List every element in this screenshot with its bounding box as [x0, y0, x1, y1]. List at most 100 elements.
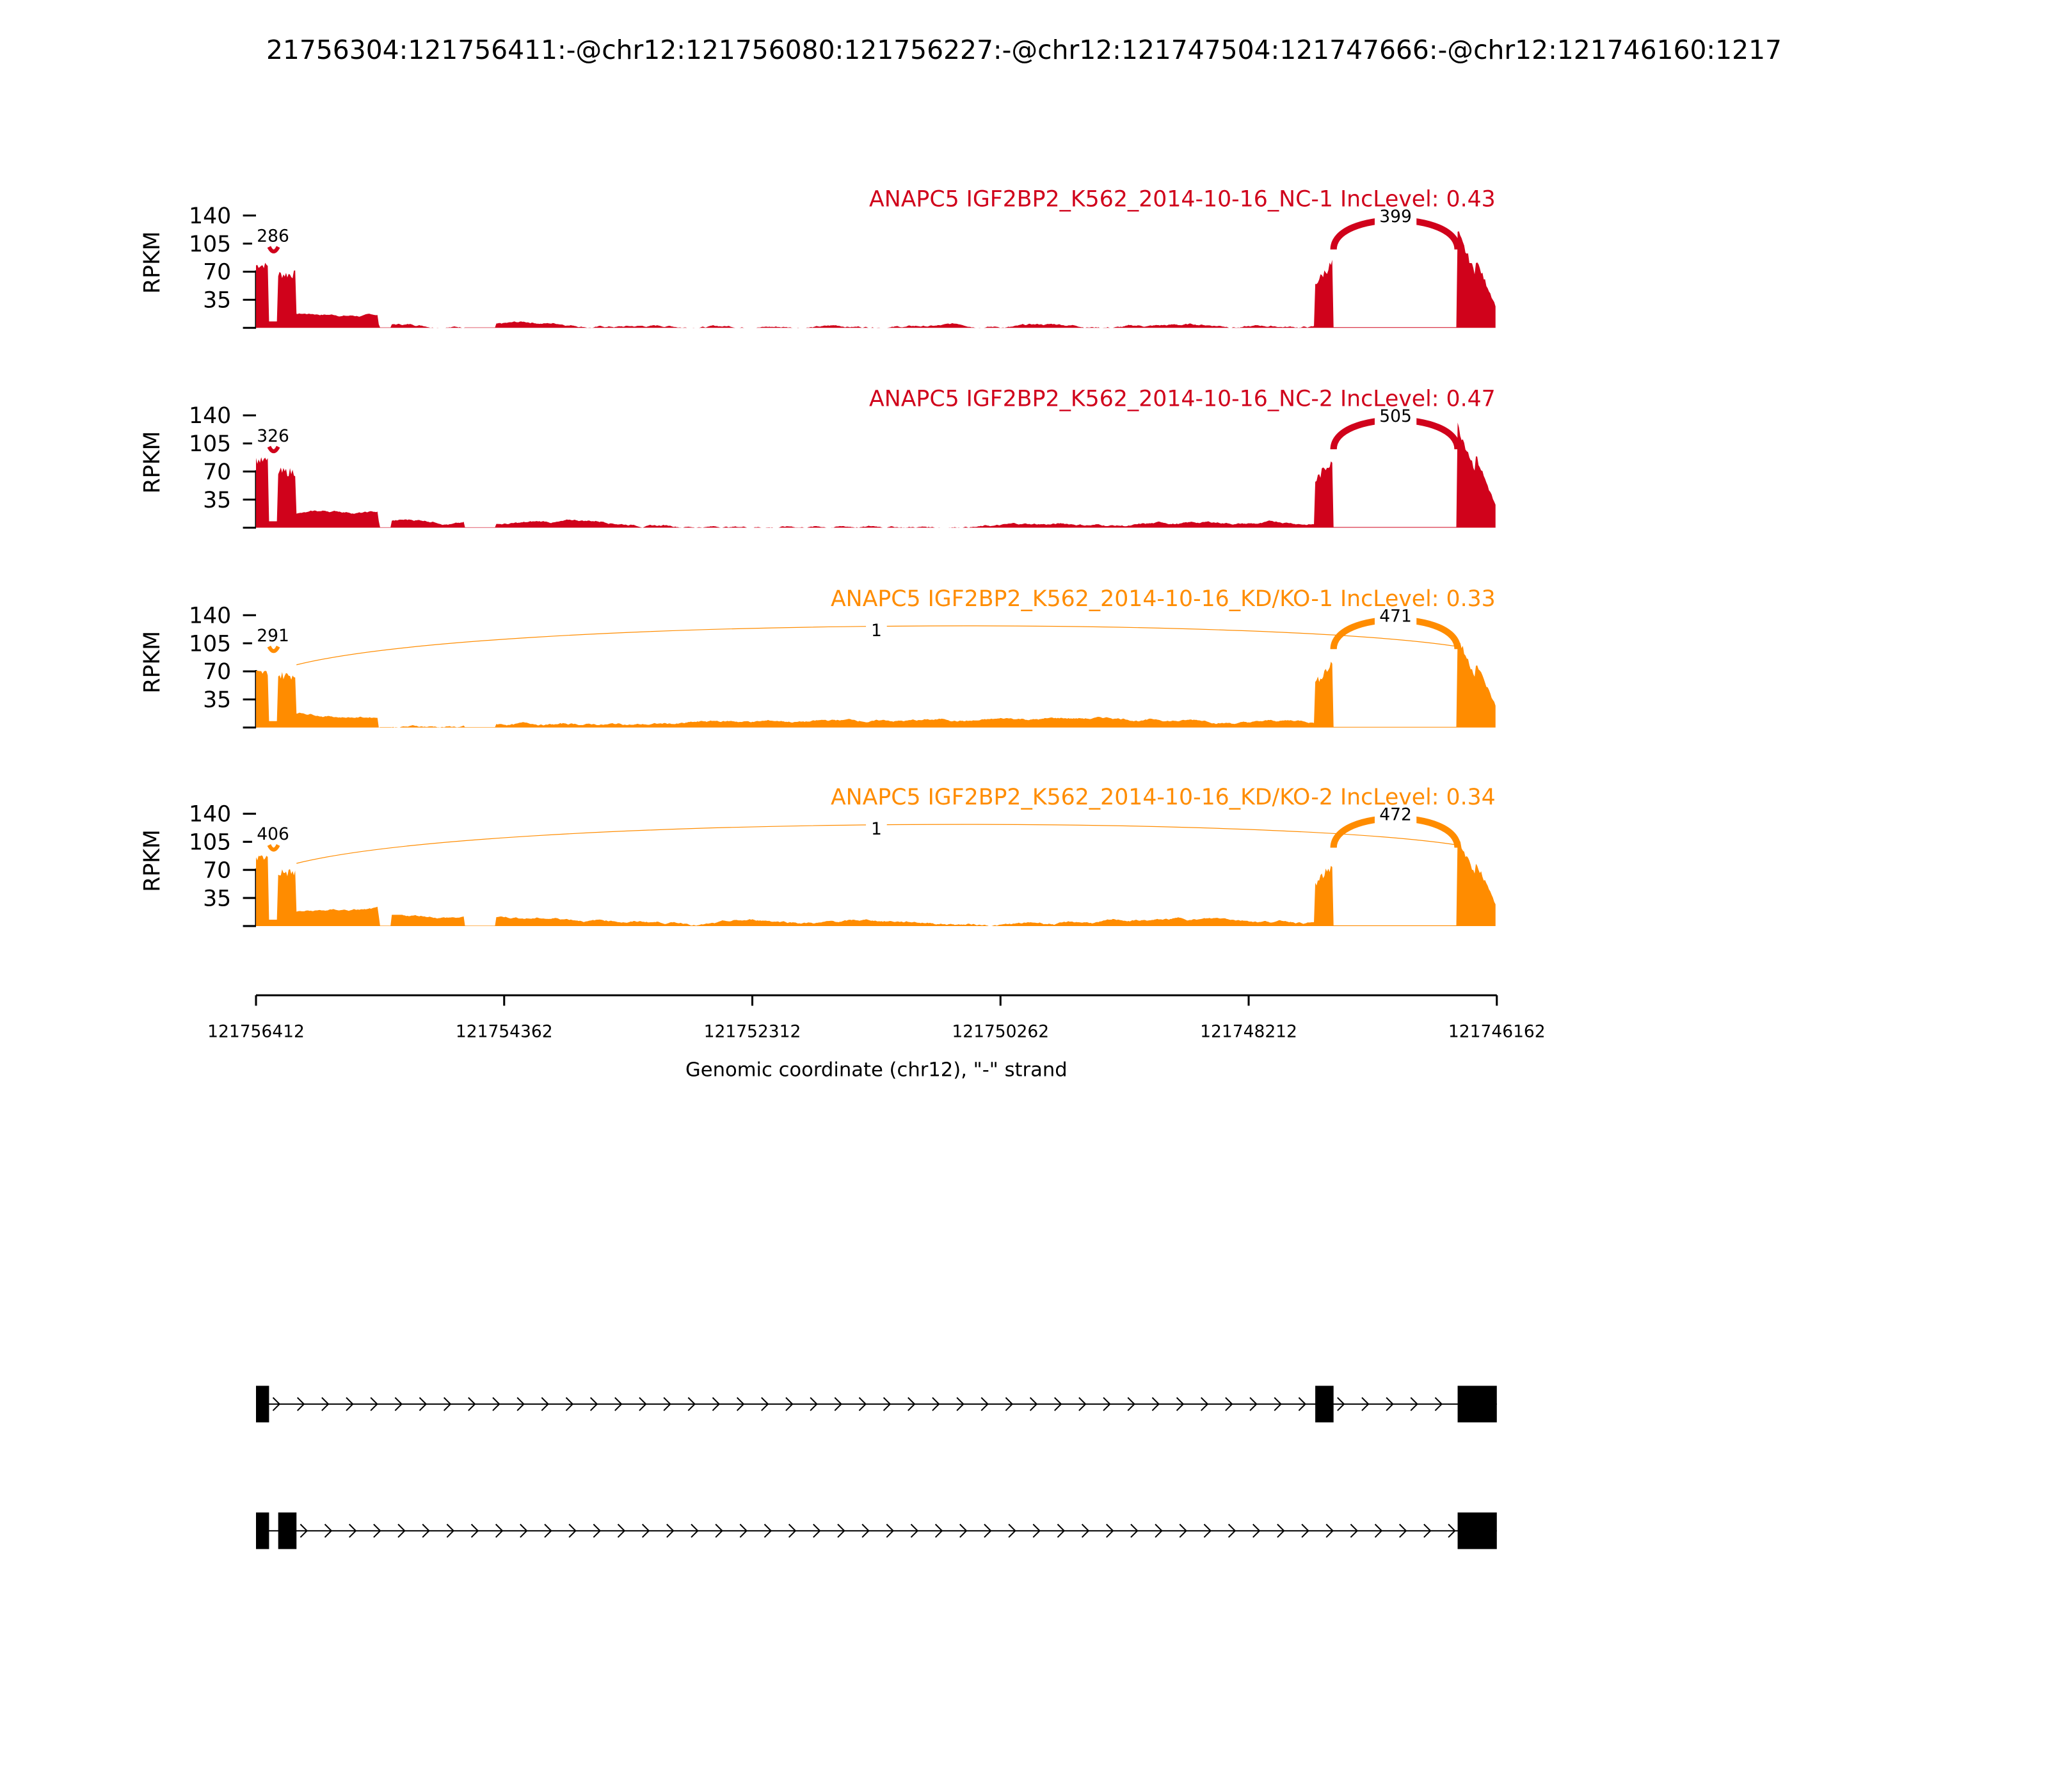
strand-arrow-icon	[614, 1396, 623, 1411]
strand-arrow-icon	[813, 1523, 821, 1538]
junction-label: 406	[257, 824, 289, 844]
junction-label-bg	[252, 227, 294, 246]
strand-arrow-icon	[788, 1523, 797, 1538]
strand-arrow-icon	[883, 1396, 892, 1411]
y-tick-label: 105	[189, 830, 231, 856]
strand-arrow-icon	[1203, 1523, 1212, 1538]
strand-arrow-icon	[886, 1523, 894, 1538]
y-tick-label: 35	[203, 488, 231, 513]
strand-arrow-icon	[1057, 1523, 1066, 1538]
strand-arrow-icon	[687, 1396, 696, 1411]
strand-arrow-icon	[1434, 1396, 1443, 1411]
y-tick-label: 140	[189, 802, 231, 828]
junction-label: 291	[257, 626, 289, 646]
strand-arrow-icon	[1106, 1523, 1114, 1538]
strand-arrow-icon	[589, 1396, 598, 1411]
strand-arrow-icon	[470, 1523, 479, 1538]
strand-arrow-icon	[1298, 1396, 1307, 1411]
strand-arrow-icon	[810, 1396, 818, 1411]
strand-arrow-icon	[761, 1396, 769, 1411]
strand-arrow-icon	[443, 1396, 452, 1411]
strand-arrow-icon	[1301, 1523, 1309, 1538]
strand-arrow-icon	[1201, 1396, 1209, 1411]
strand-arrow-icon	[1423, 1523, 1432, 1538]
junction-label-bg	[1374, 607, 1417, 626]
y-tick-label: 35	[203, 687, 231, 713]
x-tick-label: 121746162	[1448, 1021, 1546, 1041]
y-axis-label: RPKM	[140, 231, 165, 294]
strand-arrow-icon	[1103, 1396, 1111, 1411]
strand-arrow-icon	[639, 1396, 647, 1411]
y-tick-label: 105	[189, 431, 231, 457]
strand-arrow-icon	[834, 1396, 842, 1411]
strand-arrow-icon	[324, 1523, 333, 1538]
strand-arrow-icon	[666, 1523, 675, 1538]
strand-arrow-icon	[1386, 1396, 1394, 1411]
strand-arrow-icon	[1151, 1396, 1160, 1411]
strand-arrow-icon	[468, 1396, 476, 1411]
strand-arrow-icon	[544, 1523, 552, 1538]
strand-arrow-icon	[565, 1396, 574, 1411]
strand-arrow-icon	[492, 1396, 500, 1411]
strand-arrow-icon	[858, 1396, 867, 1411]
strand-arrow-icon	[1225, 1396, 1233, 1411]
junction-label: 326	[257, 426, 289, 446]
strand-arrow-icon	[1410, 1396, 1418, 1411]
x-tick-label: 121756412	[207, 1021, 305, 1041]
strand-arrow-icon	[764, 1523, 772, 1538]
strand-arrow-icon	[370, 1396, 378, 1411]
strand-arrow-icon	[908, 1396, 916, 1411]
junction-label: 286	[257, 227, 289, 246]
strand-arrow-icon	[1350, 1523, 1359, 1538]
isoform-1	[256, 1386, 1497, 1423]
strand-arrow-icon	[373, 1523, 381, 1538]
strand-arrow-icon	[346, 1396, 354, 1411]
strand-arrow-icon	[1130, 1523, 1139, 1538]
y-tick-label: 35	[203, 886, 231, 911]
junction-label-bg	[1374, 806, 1417, 824]
junction-arc	[267, 246, 280, 253]
coverage-panel-3: ANAPC5 IGF2BP2_K562_2014-10-16_KD/KO-1 I…	[140, 586, 1496, 729]
strand-arrow-icon	[422, 1523, 430, 1538]
strand-arrow-icon	[739, 1523, 748, 1538]
junction-label-bg	[252, 825, 294, 844]
coverage-area	[256, 836, 1496, 926]
strand-arrow-icon	[837, 1523, 845, 1538]
junction-label: 505	[1379, 406, 1412, 426]
strand-arrow-icon	[1361, 1396, 1370, 1411]
coverage-area	[256, 231, 1496, 328]
x-axis-label: Genomic coordinate (chr12), "-" strand	[685, 1059, 1068, 1082]
strand-arrow-icon	[1176, 1396, 1185, 1411]
strand-arrow-icon	[1081, 1523, 1090, 1538]
strand-arrow-icon	[1029, 1396, 1038, 1411]
strand-arrow-icon	[1374, 1523, 1383, 1538]
strand-arrow-icon	[1274, 1396, 1282, 1411]
strand-arrow-icon	[1127, 1396, 1135, 1411]
y-tick-label: 70	[203, 858, 231, 883]
y-tick-label: 140	[189, 204, 231, 229]
gene-models	[256, 1386, 1497, 1549]
strand-arrow-icon	[397, 1523, 406, 1538]
strand-arrow-icon	[861, 1523, 870, 1538]
strand-arrow-icon	[419, 1396, 428, 1411]
strand-arrow-icon	[348, 1523, 357, 1538]
strand-arrow-icon	[272, 1396, 281, 1411]
strand-arrow-icon	[300, 1523, 308, 1538]
strand-arrow-icon	[1054, 1396, 1062, 1411]
strand-arrow-icon	[1277, 1523, 1285, 1538]
strand-arrow-icon	[495, 1523, 504, 1538]
coverage-panel-4: ANAPC5 IGF2BP2_K562_2014-10-16_KD/KO-2 I…	[140, 785, 1496, 927]
exon-block	[1457, 1386, 1497, 1423]
isoform-2	[256, 1512, 1497, 1549]
strand-arrow-icon	[785, 1396, 794, 1411]
junction-arc	[267, 445, 280, 454]
junction-label: 399	[1379, 207, 1412, 227]
strand-arrow-icon	[1179, 1523, 1187, 1538]
strand-arrow-icon	[593, 1523, 601, 1538]
exon-block	[256, 1386, 269, 1423]
exon-block	[256, 1512, 269, 1549]
y-tick-label: 35	[203, 288, 231, 314]
strand-arrow-icon	[1249, 1396, 1258, 1411]
strand-arrow-icon	[980, 1396, 989, 1411]
